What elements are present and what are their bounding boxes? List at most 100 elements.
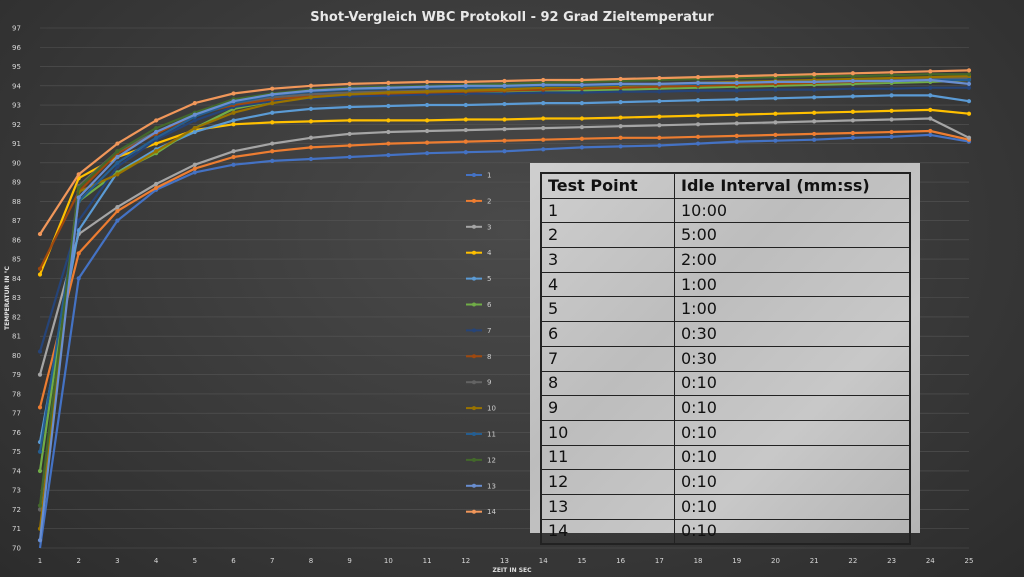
idle-interval-cell: 0:10 bbox=[674, 493, 911, 520]
x-tick-label: 1 bbox=[38, 557, 42, 565]
x-tick-label: 6 bbox=[231, 557, 236, 565]
data-point bbox=[231, 122, 236, 127]
data-point bbox=[541, 137, 546, 142]
data-point bbox=[850, 130, 855, 136]
x-tick-label: 15 bbox=[577, 557, 586, 565]
data-point bbox=[734, 121, 739, 126]
data-point bbox=[231, 162, 236, 167]
data-point bbox=[657, 81, 662, 86]
data-point bbox=[270, 149, 275, 154]
test-point-cell: 6 bbox=[540, 321, 675, 347]
test-point-cell: 7 bbox=[540, 345, 675, 372]
data-point bbox=[308, 119, 314, 124]
x-tick-label: 24 bbox=[926, 557, 935, 565]
data-point bbox=[695, 141, 701, 146]
y-tick-label: 83 bbox=[12, 294, 21, 302]
data-point bbox=[386, 129, 391, 135]
y-tick-label: 89 bbox=[12, 179, 21, 187]
table-row: 4 1:00 bbox=[540, 271, 911, 298]
data-point bbox=[424, 151, 430, 156]
data-point bbox=[541, 126, 546, 131]
data-point bbox=[347, 104, 352, 110]
data-point bbox=[850, 71, 855, 76]
legend-item: 6 bbox=[466, 301, 492, 309]
data-point bbox=[695, 134, 701, 139]
data-point bbox=[966, 68, 972, 73]
table-header-row: Test Point Idle Interval (mm:ss) bbox=[540, 172, 911, 199]
idle-interval-cell: 10:00 bbox=[674, 197, 911, 224]
data-point bbox=[695, 75, 701, 80]
legend-label: 8 bbox=[487, 353, 491, 361]
x-tick-label: 19 bbox=[732, 557, 741, 565]
data-point bbox=[889, 93, 894, 98]
data-point bbox=[231, 110, 236, 115]
data-point bbox=[618, 76, 623, 82]
x-tick-label: 16 bbox=[616, 557, 625, 565]
data-point bbox=[812, 79, 817, 85]
legend-swatch-marker bbox=[472, 302, 476, 307]
y-tick-label: 70 bbox=[12, 545, 21, 553]
y-tick-label: 97 bbox=[12, 25, 21, 33]
data-point bbox=[966, 111, 972, 116]
y-tick-label: 78 bbox=[12, 390, 21, 398]
data-point bbox=[579, 77, 585, 83]
x-axis-ticks: 1 2 3 4 5 6 7 8 9 10 11 12 13 14 15 16 17 18 19 20 21 22 23 24 2… bbox=[38, 557, 974, 565]
data-point bbox=[579, 82, 585, 87]
data-point bbox=[115, 141, 120, 146]
legend-swatch-marker bbox=[472, 380, 476, 385]
legend-swatch-marker bbox=[472, 173, 476, 177]
legend-swatch-marker bbox=[472, 509, 476, 514]
data-point bbox=[502, 101, 507, 107]
test-point-cell: 11 bbox=[540, 444, 675, 471]
data-point bbox=[192, 166, 197, 171]
y-tick-label: 92 bbox=[12, 121, 21, 129]
legend-swatch-marker bbox=[472, 432, 476, 436]
legend-item: 12 bbox=[466, 456, 496, 464]
x-tick-label: 18 bbox=[694, 557, 703, 565]
y-tick-label: 80 bbox=[12, 352, 21, 360]
data-point bbox=[386, 141, 391, 146]
data-point bbox=[850, 86, 855, 91]
series-2 bbox=[37, 128, 972, 410]
data-point bbox=[773, 73, 778, 78]
legend-label: 3 bbox=[487, 223, 491, 231]
data-point bbox=[76, 251, 81, 256]
x-tick-label: 9 bbox=[347, 557, 351, 565]
idle-interval-cell: 1:00 bbox=[674, 271, 911, 298]
data-point bbox=[618, 144, 623, 149]
data-point bbox=[37, 231, 43, 237]
test-point-cell: 2 bbox=[540, 222, 675, 249]
legend-item: 1 bbox=[466, 172, 491, 180]
data-point bbox=[928, 116, 933, 121]
data-point bbox=[463, 102, 468, 108]
y-tick-label: 85 bbox=[12, 256, 21, 264]
data-point bbox=[37, 503, 43, 508]
data-point bbox=[270, 120, 275, 125]
y-tick-label: 91 bbox=[12, 140, 21, 148]
data-point bbox=[463, 139, 468, 144]
test-point-cell: 14 bbox=[540, 518, 675, 545]
data-point bbox=[463, 88, 468, 93]
data-point bbox=[463, 150, 468, 155]
test-point-cell: 10 bbox=[540, 419, 675, 446]
data-point bbox=[928, 77, 933, 83]
data-point bbox=[154, 118, 159, 123]
x-tick-label: 25 bbox=[965, 557, 974, 565]
data-point bbox=[966, 81, 972, 86]
data-point bbox=[966, 99, 972, 104]
legend-swatch-marker bbox=[472, 328, 476, 333]
data-point bbox=[502, 149, 507, 154]
x-tick-label: 10 bbox=[384, 557, 393, 565]
data-point bbox=[37, 449, 43, 454]
data-point bbox=[37, 272, 43, 277]
idle-interval-cell: 0:10 bbox=[674, 395, 911, 421]
data-point bbox=[579, 90, 585, 95]
data-point bbox=[347, 86, 352, 91]
test-point-cell: 8 bbox=[540, 370, 675, 397]
series-group bbox=[37, 68, 972, 549]
data-point bbox=[618, 100, 623, 105]
data-point bbox=[657, 114, 662, 119]
x-tick-label: 23 bbox=[887, 557, 896, 565]
y-tick-label: 95 bbox=[12, 63, 21, 71]
test-point-cell: 9 bbox=[540, 395, 675, 421]
